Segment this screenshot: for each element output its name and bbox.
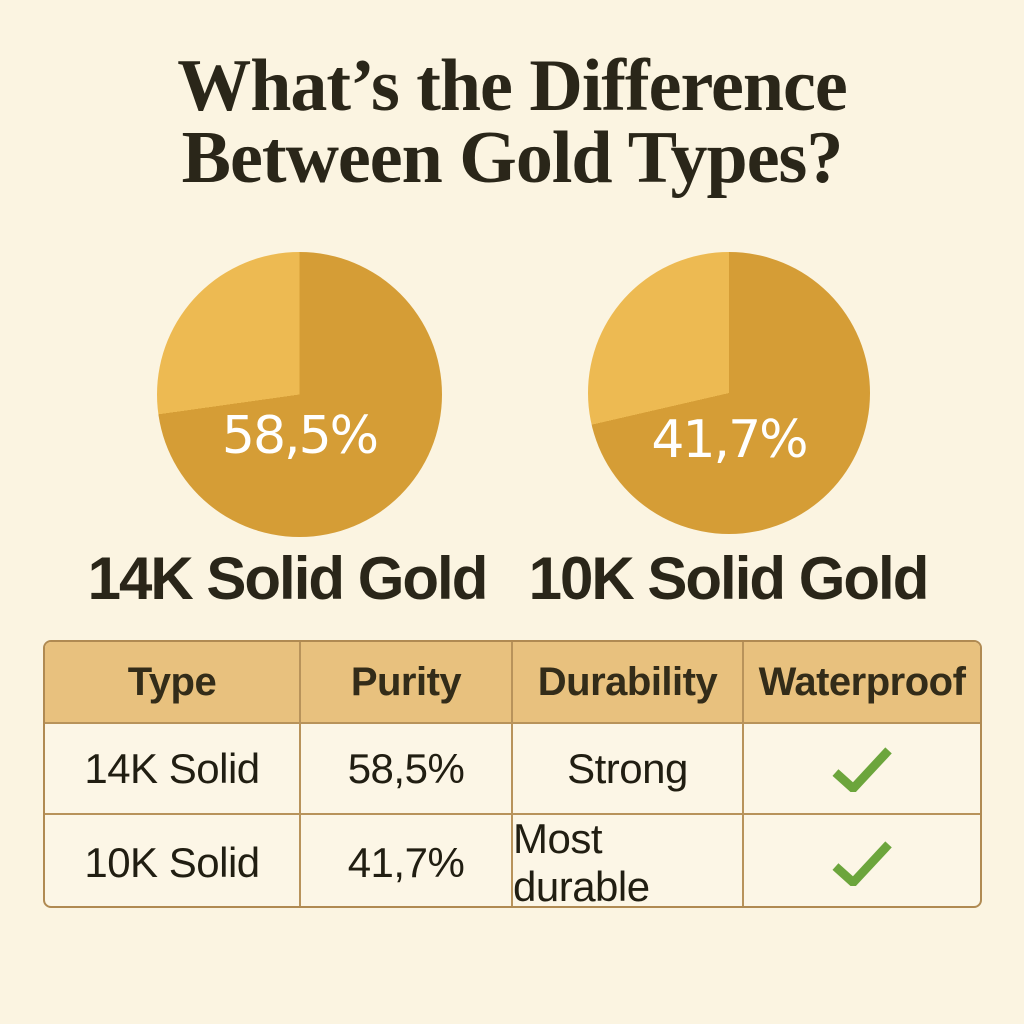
- table-cell-waterproof-10k: [744, 815, 980, 906]
- comparison-table: Type Purity Durability Waterproof 14K So…: [43, 640, 982, 908]
- page-title: What’s the Difference Between Gold Types…: [0, 45, 1024, 199]
- table-cell-purity-14k: 58,5%: [301, 724, 513, 815]
- table-cell-type-14k: 14K Solid: [45, 724, 301, 815]
- column-header-durability: Durability: [513, 642, 744, 724]
- table-cell-purity-10k: 41,7%: [301, 815, 513, 906]
- column-header-purity: Purity: [301, 642, 513, 724]
- title-line-1: What’s the Difference: [177, 45, 847, 127]
- title-line-2: Between Gold Types?: [181, 117, 844, 199]
- table-cell-type-10k: 10K Solid: [45, 815, 301, 906]
- column-header-type: Type: [45, 642, 301, 724]
- table-cell-durability-14k: Strong: [513, 724, 744, 815]
- table-cell-durability-10k: Most durable: [513, 815, 744, 906]
- checkmark-icon: [832, 841, 892, 886]
- pie-caption-14k: 14K Solid Gold: [87, 545, 489, 612]
- pie-value-label-10k: 41,7%: [651, 410, 808, 470]
- pie-caption-10k: 10K Solid Gold: [528, 545, 930, 612]
- pie-value-label-14k: 58,5%: [221, 406, 379, 466]
- checkmark-icon: [832, 746, 892, 792]
- pie-chart-14k: 58,5%: [157, 252, 442, 537]
- table-cell-waterproof-14k: [744, 724, 980, 815]
- column-header-waterproof: Waterproof: [744, 642, 980, 724]
- pie-chart-10k: 41,7%: [588, 252, 870, 534]
